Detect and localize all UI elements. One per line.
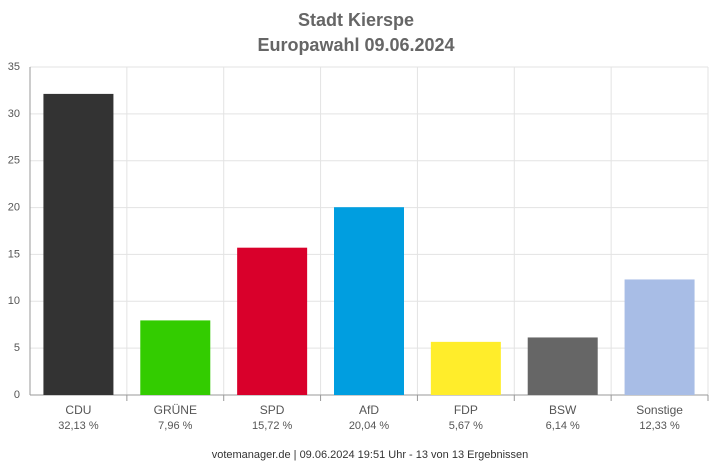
bar xyxy=(237,247,308,395)
bar xyxy=(43,93,114,396)
bar xyxy=(527,337,598,395)
y-tick-label: 5 xyxy=(14,342,20,354)
bar xyxy=(624,279,695,395)
x-tick-label: FDP xyxy=(454,403,478,417)
bar xyxy=(140,320,211,395)
value-label: 12,33 % xyxy=(639,420,680,432)
value-label: 20,04 % xyxy=(349,420,390,432)
value-label: 32,13 % xyxy=(58,420,99,432)
x-tick-label: SPD xyxy=(260,403,285,417)
bar xyxy=(430,341,501,395)
value-label: 6,14 % xyxy=(546,420,580,432)
x-tick-label: CDU xyxy=(65,403,91,417)
chart-subtitle: Europawahl 09.06.2024 xyxy=(257,35,454,55)
x-tick-label: GRÜNE xyxy=(154,403,197,417)
y-tick-label: 15 xyxy=(8,248,20,260)
y-tick-label: 35 xyxy=(8,61,20,73)
y-tick-label: 30 xyxy=(8,108,20,120)
value-label: 15,72 % xyxy=(252,420,293,432)
y-tick-label: 25 xyxy=(8,155,20,167)
x-tick-label: BSW xyxy=(549,403,577,417)
y-tick-label: 0 xyxy=(14,389,20,401)
value-label: 7,96 % xyxy=(158,420,192,432)
x-tick-label: AfD xyxy=(359,403,379,417)
y-tick-label: 20 xyxy=(8,201,20,213)
bar xyxy=(334,207,404,395)
footer: votemanager.de | 09.06.2024 19:51 Uhr - … xyxy=(212,449,529,461)
y-tick-label: 10 xyxy=(8,295,20,307)
value-label: 5,67 % xyxy=(449,420,483,432)
chart-title: Stadt Kierspe xyxy=(298,10,414,30)
x-tick-label: Sonstige xyxy=(636,403,683,417)
